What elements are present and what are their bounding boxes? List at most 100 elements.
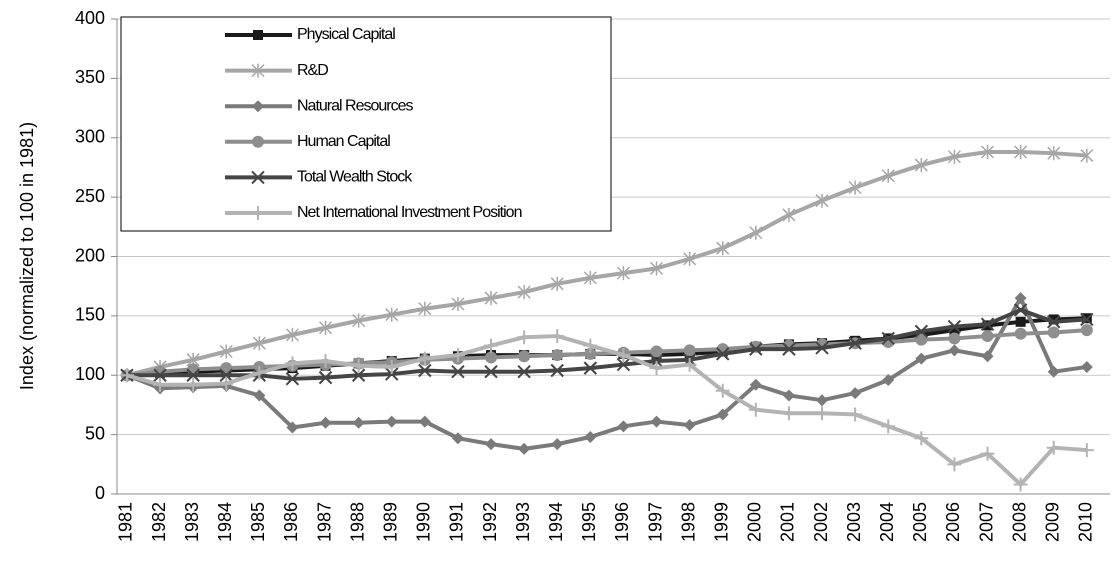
point bbox=[253, 389, 266, 402]
x-tick-label: 2009 bbox=[1042, 502, 1062, 542]
point bbox=[1014, 327, 1027, 340]
x-tick-label: 2004 bbox=[877, 502, 897, 542]
point bbox=[816, 394, 829, 407]
point bbox=[418, 415, 431, 428]
point bbox=[450, 348, 465, 363]
point bbox=[485, 351, 498, 364]
legend-marker bbox=[251, 206, 265, 220]
series-line bbox=[126, 150, 1087, 378]
point bbox=[451, 432, 464, 445]
point bbox=[1015, 316, 1026, 327]
y-tick-label: 350 bbox=[75, 67, 105, 87]
point bbox=[219, 368, 233, 382]
x-tick-label: 1994 bbox=[546, 502, 566, 542]
point bbox=[882, 374, 895, 386]
point bbox=[682, 357, 697, 372]
point bbox=[385, 367, 399, 381]
legend-marker bbox=[251, 170, 265, 185]
point bbox=[252, 365, 267, 380]
series-line bbox=[126, 296, 1088, 451]
point bbox=[980, 145, 995, 159]
point bbox=[186, 377, 201, 392]
point bbox=[352, 416, 365, 429]
x-tick-label: 1992 bbox=[480, 502, 500, 542]
point bbox=[119, 368, 134, 383]
point bbox=[219, 344, 233, 359]
point bbox=[551, 438, 564, 451]
point bbox=[815, 193, 829, 208]
point bbox=[1013, 303, 1028, 317]
point bbox=[418, 363, 432, 378]
point bbox=[1080, 324, 1093, 337]
point bbox=[1047, 315, 1061, 329]
x-tick-label: 1991 bbox=[447, 502, 467, 542]
point bbox=[484, 291, 498, 306]
y-tick-label: 200 bbox=[75, 245, 105, 265]
x-tick-label: 1983 bbox=[182, 502, 202, 542]
x-tick-label: 1982 bbox=[149, 502, 169, 542]
point bbox=[782, 207, 796, 222]
point bbox=[186, 368, 200, 382]
point bbox=[385, 307, 399, 322]
point bbox=[517, 364, 531, 379]
point bbox=[285, 327, 299, 342]
legend-marker bbox=[253, 30, 263, 40]
point bbox=[848, 180, 862, 195]
point bbox=[484, 364, 498, 379]
point bbox=[318, 354, 333, 368]
point bbox=[948, 332, 961, 345]
point bbox=[351, 368, 366, 382]
point bbox=[451, 364, 465, 379]
point bbox=[484, 338, 499, 353]
point bbox=[384, 359, 399, 374]
x-tick-label: 1993 bbox=[513, 502, 533, 542]
point bbox=[1047, 326, 1060, 339]
y-tick-label: 400 bbox=[75, 8, 105, 28]
point bbox=[881, 331, 895, 346]
point bbox=[550, 363, 564, 378]
point bbox=[650, 415, 663, 428]
x-tick-label: 1998 bbox=[678, 502, 698, 542]
point bbox=[649, 361, 664, 376]
point bbox=[550, 329, 565, 344]
point bbox=[649, 261, 664, 276]
point bbox=[285, 356, 300, 371]
point bbox=[716, 408, 729, 421]
point bbox=[914, 158, 928, 173]
point bbox=[749, 378, 762, 391]
point bbox=[219, 376, 234, 391]
point bbox=[915, 333, 928, 346]
x-tick-label: 1990 bbox=[414, 502, 434, 542]
point bbox=[947, 149, 961, 164]
point bbox=[1080, 360, 1093, 373]
point bbox=[781, 406, 796, 421]
y-axis-label: Index (normalized to 100 in 1981) bbox=[17, 122, 37, 390]
point bbox=[518, 350, 531, 363]
point bbox=[351, 358, 366, 373]
x-tick-label: 2000 bbox=[745, 502, 765, 542]
y-tick-label: 150 bbox=[75, 305, 105, 325]
legend-label: R&D bbox=[297, 62, 328, 79]
x-tick-label: 1995 bbox=[579, 502, 599, 542]
legend-marker bbox=[252, 135, 264, 148]
point bbox=[1080, 312, 1094, 327]
x-tick-label: 1981 bbox=[116, 502, 136, 542]
point bbox=[947, 457, 962, 472]
point bbox=[616, 357, 631, 372]
x-tick-label: 2006 bbox=[943, 502, 963, 542]
point bbox=[583, 361, 598, 375]
x-tick-label: 1997 bbox=[645, 502, 665, 542]
x-tick-label: 2005 bbox=[910, 502, 930, 542]
x-tick-label: 2001 bbox=[778, 502, 798, 542]
point bbox=[815, 341, 829, 355]
point bbox=[616, 348, 631, 363]
point bbox=[914, 431, 929, 446]
point bbox=[616, 266, 630, 281]
point bbox=[352, 313, 366, 328]
point bbox=[1079, 443, 1094, 458]
point bbox=[849, 387, 862, 400]
point bbox=[583, 338, 598, 353]
point bbox=[1013, 477, 1028, 492]
y-tick-label: 50 bbox=[85, 423, 105, 443]
point bbox=[1014, 145, 1028, 159]
